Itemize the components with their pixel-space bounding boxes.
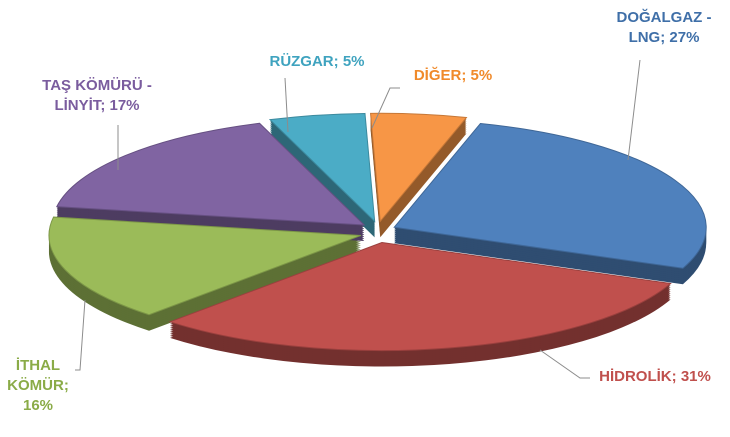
label-separator: ;: [333, 53, 343, 70]
pie-slice: [268, 112, 376, 223]
label-separator: ;: [660, 29, 670, 46]
slice-name: HİDROLİK: [599, 368, 672, 385]
label-separator: ;: [461, 67, 471, 84]
leader-line: [75, 299, 86, 371]
data-label: TAŞ KÖMÜRÜ - LİNYİT; 17%: [22, 76, 172, 116]
data-label: DİĞER; 5%: [398, 66, 508, 86]
data-label: İTHAL KÖMÜR; 16%: [2, 356, 74, 416]
value-label: 31%: [680, 368, 711, 385]
label-separator: ;: [671, 368, 681, 385]
value-label: 5%: [470, 67, 493, 84]
slice-name: TAŞ KÖMÜRÜ - LİNYİT: [42, 77, 152, 114]
value-label: 27%: [669, 29, 700, 46]
slice-name: DİĞER: [413, 67, 462, 84]
value-label: 16%: [22, 397, 54, 414]
slice-name: DOĞALGAZ - LNG: [616, 9, 712, 46]
slice-name: RÜZGAR: [269, 53, 334, 70]
data-label: RÜZGAR; 5%: [262, 52, 372, 72]
pie-slice: [48, 216, 362, 316]
pie-slice: [56, 122, 366, 226]
leader-line: [539, 349, 590, 379]
leader-line: [371, 87, 400, 129]
data-label: HİDROLİK; 31%: [575, 367, 730, 387]
slice-name: İTHAL KÖMÜR: [7, 357, 64, 394]
label-separator: ;: [100, 97, 110, 114]
pie-slice: [168, 242, 672, 352]
leader-line: [627, 59, 641, 161]
value-label: 17%: [109, 97, 140, 114]
leader-line: [284, 77, 289, 133]
data-label: DOĞALGAZ - LNG; 27%: [608, 8, 720, 48]
pie-slice: [370, 112, 468, 223]
label-separator: ;: [63, 377, 69, 394]
value-label: 5%: [342, 53, 365, 70]
